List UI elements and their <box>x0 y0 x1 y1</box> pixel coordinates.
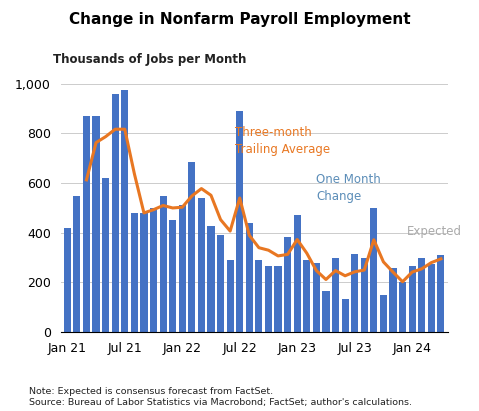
Text: Note: Expected is consensus forecast from FactSet.
Source: Bureau of Labor Stati: Note: Expected is consensus forecast fro… <box>29 388 412 407</box>
Bar <box>361 258 368 332</box>
Bar <box>389 268 397 332</box>
Bar <box>217 235 224 332</box>
Bar <box>121 90 128 332</box>
Bar <box>83 116 90 332</box>
Bar <box>160 196 167 332</box>
Bar <box>332 258 339 332</box>
Bar <box>227 260 234 332</box>
Text: Change in Nonfarm Payroll Employment: Change in Nonfarm Payroll Employment <box>68 12 411 27</box>
Bar <box>351 254 358 332</box>
Bar <box>313 263 320 332</box>
Bar <box>150 208 157 332</box>
Bar <box>198 198 205 332</box>
Text: Thousands of Jobs per Month: Thousands of Jobs per Month <box>53 53 246 66</box>
Bar <box>437 255 445 332</box>
Text: Three-month
Trailing Average: Three-month Trailing Average <box>235 126 330 156</box>
Text: One Month
Change: One Month Change <box>316 173 381 203</box>
Bar <box>131 213 138 332</box>
Bar <box>179 206 186 332</box>
Bar <box>428 264 435 332</box>
Bar <box>322 291 330 332</box>
Bar <box>73 196 80 332</box>
Bar <box>236 111 243 332</box>
Bar <box>246 223 253 332</box>
Bar <box>102 178 109 332</box>
Bar <box>370 208 377 332</box>
Bar <box>140 213 148 332</box>
Bar <box>380 295 387 332</box>
Bar <box>409 266 416 332</box>
Bar <box>92 116 100 332</box>
Bar <box>64 228 71 332</box>
Text: Expected: Expected <box>407 225 462 238</box>
Bar <box>342 299 349 332</box>
Bar <box>399 282 406 332</box>
Bar <box>265 266 272 332</box>
Bar <box>207 226 215 332</box>
Bar <box>255 260 262 332</box>
Bar <box>284 236 291 332</box>
Bar <box>112 94 119 332</box>
Bar <box>169 220 176 332</box>
Bar <box>418 258 425 332</box>
Bar <box>274 266 282 332</box>
Bar <box>188 162 195 332</box>
Bar <box>303 260 310 332</box>
Bar <box>294 215 301 332</box>
